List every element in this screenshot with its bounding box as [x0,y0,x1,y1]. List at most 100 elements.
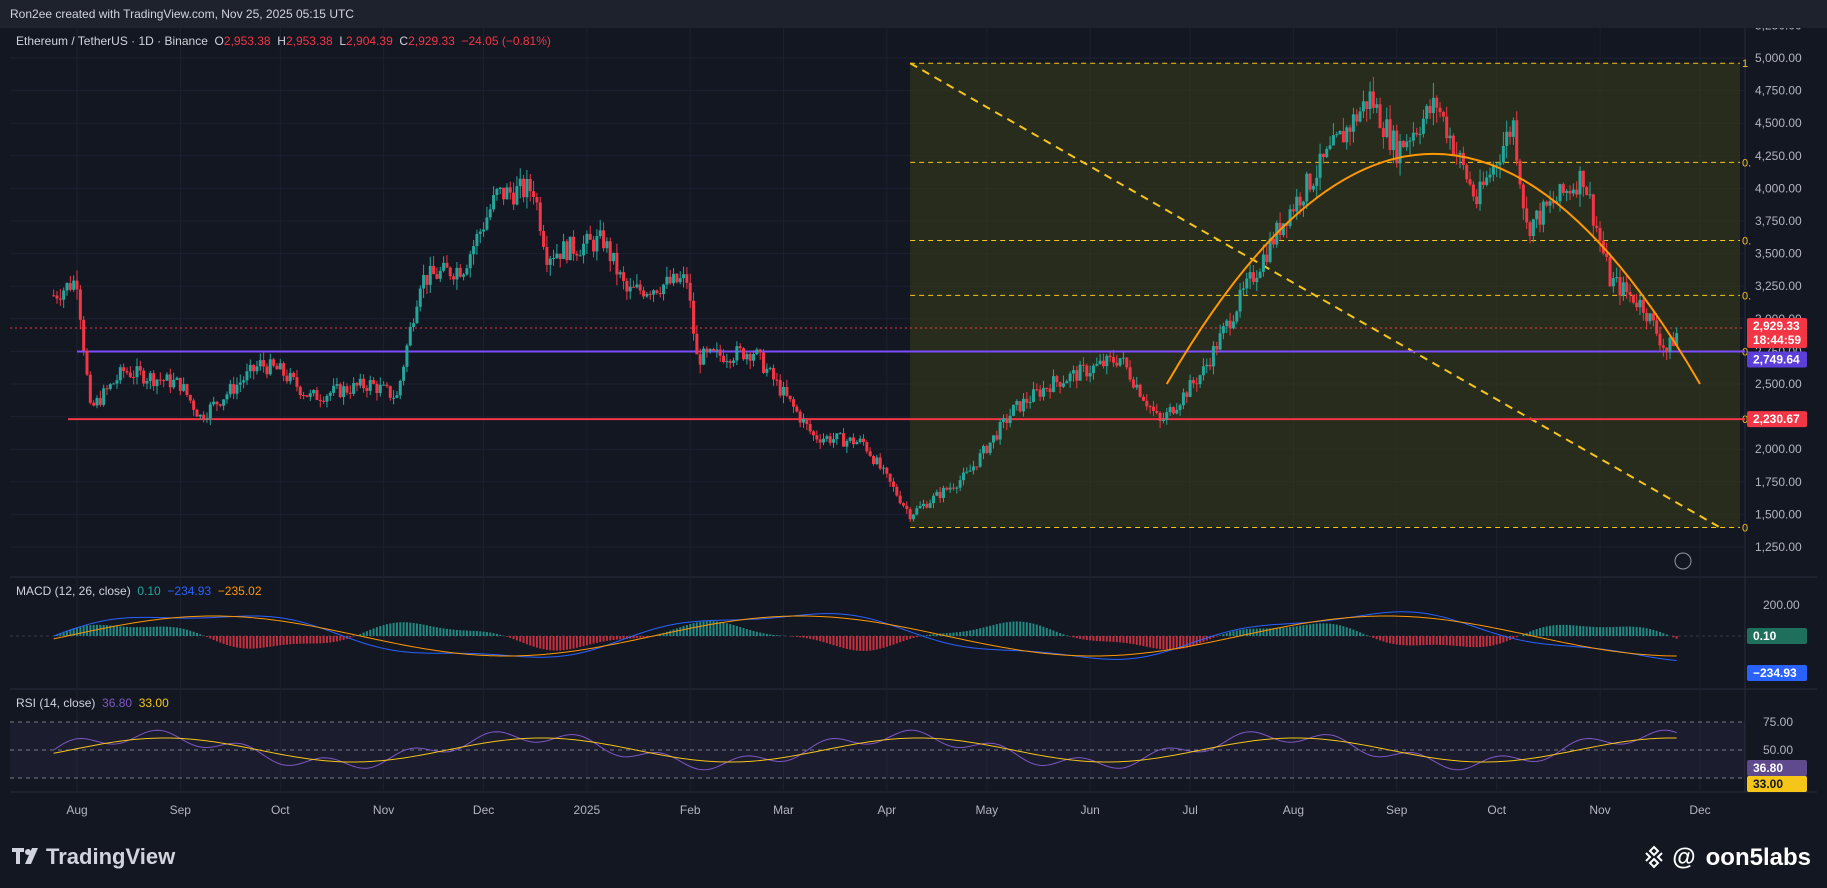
candle-body [1215,346,1219,350]
macd-bar [815,636,818,641]
candle-body [1461,152,1465,165]
candle-body [1491,165,1495,175]
chart-area[interactable]: 1,250.001,500.001,750.002,000.002,250.00… [10,18,1817,828]
macd-bar [1422,636,1425,646]
macd-bar [445,628,448,636]
candle-body [752,353,756,361]
candle-body [1525,208,1529,223]
candle-body [1038,389,1042,397]
macd-bar [535,636,538,648]
macd-bar [1305,624,1308,636]
diagonal-trendline [909,62,1721,529]
candle-body [1578,170,1582,195]
macd-bar [1302,625,1305,636]
candle-body [1265,254,1269,262]
candle-body [445,262,449,268]
rsi-tick-label: 75.00 [1763,715,1793,729]
candle-body [425,274,429,285]
candle-body [305,395,309,397]
macd-bar [732,624,735,636]
macd-bar [665,631,668,636]
macd-bar [1569,625,1572,636]
macd-bar [999,623,1002,636]
candle-body [562,241,566,259]
price-chart-svg[interactable]: 1,250.001,500.001,750.002,000.002,250.00… [10,18,1817,828]
candle-body [488,209,492,218]
candle-body [1355,114,1359,122]
macd-bar [139,627,142,636]
macd-bar [819,636,822,642]
macd-bar [525,636,528,645]
candle-body [62,290,66,300]
macd-bar [1172,636,1175,650]
candle-body [258,360,262,367]
candle-body [612,252,616,262]
macd-bar [1455,636,1458,646]
candle-body [1641,299,1645,313]
candle-body [1005,418,1009,423]
candle-body [552,258,556,260]
macd-bar [1532,630,1535,636]
candle-body [1365,101,1369,110]
macd-bar [425,625,428,636]
macd-bar [1299,625,1302,636]
candle-body [848,437,852,441]
candle-body [348,392,352,394]
macd-bar [845,636,848,649]
candle-body [782,386,786,396]
macd-bar [725,623,728,636]
candle-body [1605,253,1609,257]
candle-body [275,365,279,370]
macd-bar [639,636,642,638]
macd-bar [1042,626,1045,636]
candle-body [885,467,889,474]
candle-body [238,382,242,385]
rsi-legend: RSI (14, close) 36.80 33.00 [16,696,169,710]
candle-body [828,436,832,443]
macd-bar [1479,636,1482,648]
macd-bar [452,629,455,636]
candle-body [618,272,622,275]
candle-body [1621,282,1625,296]
candle-body [315,390,319,400]
candle-body [1415,132,1419,135]
candle-body [1368,91,1372,110]
tradingview-logo[interactable]: TradingView [12,844,175,870]
candle-body [55,295,59,299]
candle-body [1298,196,1302,206]
macd-bar [262,636,265,648]
candle-body [1225,320,1229,327]
macd-line [53,611,1677,661]
macd-bar [955,632,958,636]
candle-body [1155,410,1159,413]
candle-body [502,187,506,200]
candle-body [165,374,169,381]
candle-body [102,388,106,405]
x-tick-label: May [975,803,998,817]
macd-bar [959,631,962,636]
lightning-icon[interactable] [1674,552,1692,570]
y-tick-label: 2,500.00 [1755,377,1802,391]
candle-body [792,399,796,407]
macd-bar [245,636,248,649]
macd-bar [1139,636,1142,646]
candle-body [658,293,662,295]
macd-bar [1605,627,1608,636]
macd-bar [792,636,795,637]
macd-bar [902,636,905,642]
candle-body [748,353,752,361]
candle-body [1135,384,1139,388]
candle-body [1055,376,1059,383]
candle-body [891,481,895,487]
fib-level-label: 0. [1742,346,1751,358]
macd-bar [1325,623,1328,636]
candle-body [335,384,339,386]
rsi-ma-tag: 33.00 [1753,777,1783,791]
candle-body [575,253,579,256]
candle-body [75,280,79,290]
macd-bar [702,621,705,636]
fib-level-label: 0 [1742,522,1748,534]
candle-body [72,280,76,290]
candle-body [718,349,722,356]
macd-bar [849,636,852,650]
